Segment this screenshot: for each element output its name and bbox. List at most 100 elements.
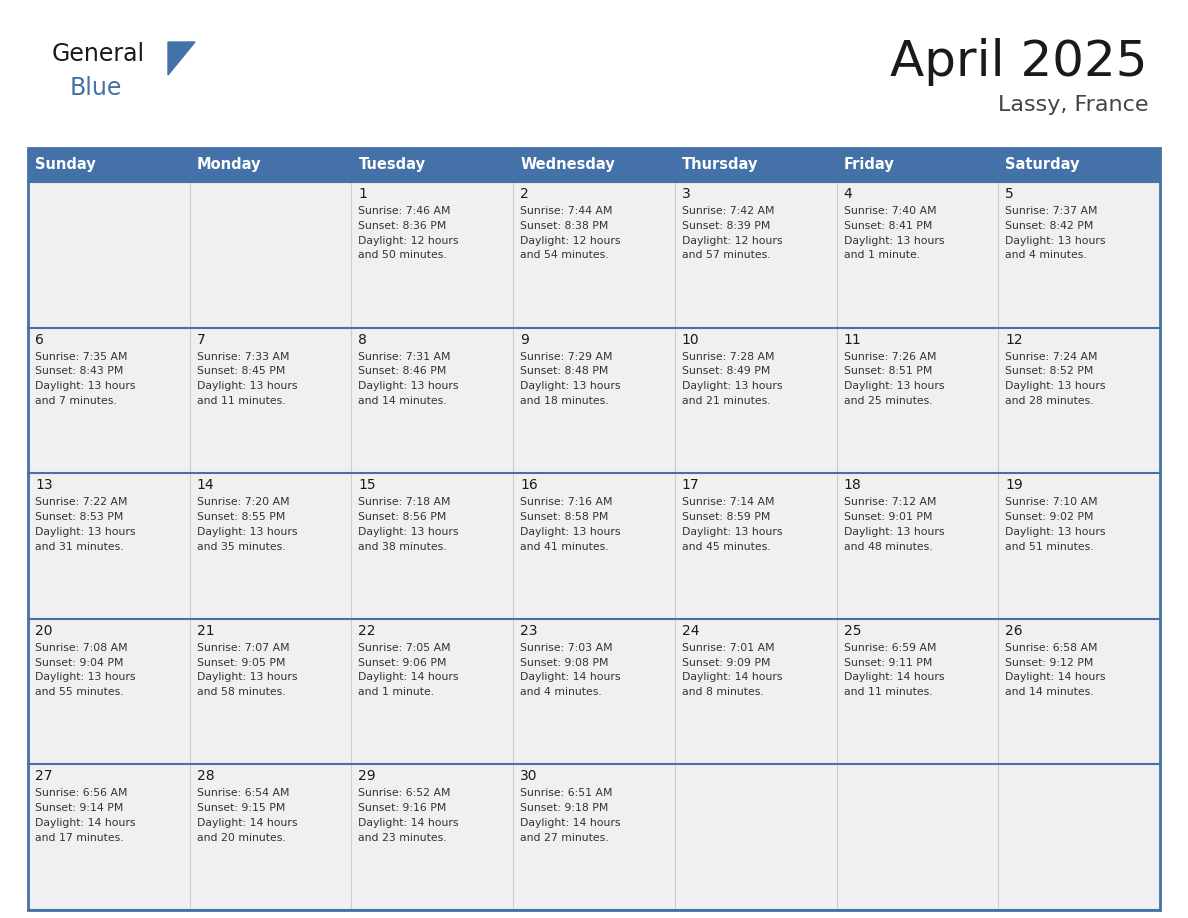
Text: and 4 minutes.: and 4 minutes. <box>520 688 602 698</box>
Text: Sunrise: 7:14 AM: Sunrise: 7:14 AM <box>682 498 775 507</box>
Text: Daylight: 13 hours: Daylight: 13 hours <box>197 672 297 682</box>
Bar <box>836 473 998 619</box>
Text: 9: 9 <box>520 332 529 347</box>
Text: and 1 minute.: and 1 minute. <box>843 251 920 261</box>
Bar <box>675 148 836 182</box>
Bar <box>836 328 998 473</box>
Text: Daylight: 12 hours: Daylight: 12 hours <box>520 236 620 246</box>
Bar <box>190 619 352 765</box>
Text: Sunrise: 7:07 AM: Sunrise: 7:07 AM <box>197 643 290 653</box>
Bar <box>29 619 190 765</box>
Text: and 21 minutes.: and 21 minutes. <box>682 396 771 406</box>
Text: Daylight: 13 hours: Daylight: 13 hours <box>34 381 135 391</box>
Bar <box>352 182 513 328</box>
Text: Daylight: 12 hours: Daylight: 12 hours <box>682 236 783 246</box>
Bar <box>352 619 513 765</box>
Text: Daylight: 13 hours: Daylight: 13 hours <box>520 381 620 391</box>
Text: 23: 23 <box>520 624 538 638</box>
Text: Daylight: 13 hours: Daylight: 13 hours <box>1005 236 1106 246</box>
Text: Daylight: 13 hours: Daylight: 13 hours <box>197 381 297 391</box>
Text: Sunset: 8:45 PM: Sunset: 8:45 PM <box>197 366 285 376</box>
Text: Sunrise: 7:10 AM: Sunrise: 7:10 AM <box>1005 498 1098 507</box>
Text: Sunset: 9:12 PM: Sunset: 9:12 PM <box>1005 657 1094 667</box>
Text: and 1 minute.: and 1 minute. <box>359 688 435 698</box>
Text: Sunset: 8:41 PM: Sunset: 8:41 PM <box>843 220 931 230</box>
Text: Sunset: 8:46 PM: Sunset: 8:46 PM <box>359 366 447 376</box>
Text: 11: 11 <box>843 332 861 347</box>
Text: Daylight: 14 hours: Daylight: 14 hours <box>1005 672 1106 682</box>
Text: Sunrise: 7:31 AM: Sunrise: 7:31 AM <box>359 352 451 362</box>
Bar <box>29 473 190 619</box>
Text: Daylight: 14 hours: Daylight: 14 hours <box>843 672 944 682</box>
Text: Sunrise: 6:56 AM: Sunrise: 6:56 AM <box>34 789 127 799</box>
Bar <box>190 473 352 619</box>
Text: Daylight: 14 hours: Daylight: 14 hours <box>359 818 459 828</box>
Bar <box>29 148 1159 910</box>
Text: Sunrise: 7:12 AM: Sunrise: 7:12 AM <box>843 498 936 507</box>
Text: Sunrise: 7:03 AM: Sunrise: 7:03 AM <box>520 643 613 653</box>
Text: Daylight: 14 hours: Daylight: 14 hours <box>359 672 459 682</box>
Text: 26: 26 <box>1005 624 1023 638</box>
Text: Sunrise: 7:20 AM: Sunrise: 7:20 AM <box>197 498 290 507</box>
Text: and 55 minutes.: and 55 minutes. <box>34 688 124 698</box>
Text: Daylight: 12 hours: Daylight: 12 hours <box>359 236 459 246</box>
Text: 18: 18 <box>843 478 861 492</box>
Text: Daylight: 13 hours: Daylight: 13 hours <box>843 236 944 246</box>
Bar <box>675 182 836 328</box>
Text: 8: 8 <box>359 332 367 347</box>
Text: Sunset: 9:11 PM: Sunset: 9:11 PM <box>843 657 931 667</box>
Text: 12: 12 <box>1005 332 1023 347</box>
Text: Sunset: 8:36 PM: Sunset: 8:36 PM <box>359 220 447 230</box>
Text: Sunset: 8:55 PM: Sunset: 8:55 PM <box>197 512 285 522</box>
Text: 16: 16 <box>520 478 538 492</box>
Text: Sunset: 8:43 PM: Sunset: 8:43 PM <box>34 366 124 376</box>
Text: Sunset: 8:51 PM: Sunset: 8:51 PM <box>843 366 931 376</box>
Text: Daylight: 13 hours: Daylight: 13 hours <box>1005 381 1106 391</box>
Text: 21: 21 <box>197 624 214 638</box>
Bar <box>513 148 675 182</box>
Text: Daylight: 14 hours: Daylight: 14 hours <box>197 818 297 828</box>
Text: Thursday: Thursday <box>682 158 758 173</box>
Text: and 41 minutes.: and 41 minutes. <box>520 542 608 552</box>
Text: and 14 minutes.: and 14 minutes. <box>359 396 447 406</box>
Text: Sunset: 9:02 PM: Sunset: 9:02 PM <box>1005 512 1094 522</box>
Text: 15: 15 <box>359 478 377 492</box>
Text: Sunrise: 7:29 AM: Sunrise: 7:29 AM <box>520 352 613 362</box>
Text: Sunrise: 7:05 AM: Sunrise: 7:05 AM <box>359 643 451 653</box>
Text: 14: 14 <box>197 478 214 492</box>
Bar <box>352 473 513 619</box>
Text: and 51 minutes.: and 51 minutes. <box>1005 542 1094 552</box>
Text: Daylight: 13 hours: Daylight: 13 hours <box>34 672 135 682</box>
Text: and 45 minutes.: and 45 minutes. <box>682 542 771 552</box>
Text: April 2025: April 2025 <box>891 38 1148 86</box>
Text: and 31 minutes.: and 31 minutes. <box>34 542 124 552</box>
Bar <box>998 619 1159 765</box>
Text: Sunday: Sunday <box>34 158 96 173</box>
Text: 4: 4 <box>843 187 852 201</box>
Text: Sunrise: 6:54 AM: Sunrise: 6:54 AM <box>197 789 289 799</box>
Text: Saturday: Saturday <box>1005 158 1080 173</box>
Text: 30: 30 <box>520 769 538 783</box>
Bar <box>675 765 836 910</box>
Text: Sunrise: 7:08 AM: Sunrise: 7:08 AM <box>34 643 127 653</box>
Text: 3: 3 <box>682 187 690 201</box>
Bar <box>29 182 190 328</box>
Text: Sunset: 9:16 PM: Sunset: 9:16 PM <box>359 803 447 813</box>
Text: Daylight: 13 hours: Daylight: 13 hours <box>682 527 783 537</box>
Bar <box>29 328 190 473</box>
Text: and 7 minutes.: and 7 minutes. <box>34 396 116 406</box>
Text: Sunset: 9:01 PM: Sunset: 9:01 PM <box>843 512 933 522</box>
Text: Friday: Friday <box>843 158 895 173</box>
Text: Sunrise: 7:44 AM: Sunrise: 7:44 AM <box>520 206 613 216</box>
Text: Sunrise: 7:01 AM: Sunrise: 7:01 AM <box>682 643 775 653</box>
Text: and 17 minutes.: and 17 minutes. <box>34 833 124 843</box>
Text: Sunset: 9:05 PM: Sunset: 9:05 PM <box>197 657 285 667</box>
Text: 7: 7 <box>197 332 206 347</box>
Text: 24: 24 <box>682 624 700 638</box>
Bar <box>998 328 1159 473</box>
Text: Sunset: 8:59 PM: Sunset: 8:59 PM <box>682 512 770 522</box>
Text: 28: 28 <box>197 769 214 783</box>
Text: and 54 minutes.: and 54 minutes. <box>520 251 608 261</box>
Bar <box>190 328 352 473</box>
Text: Daylight: 14 hours: Daylight: 14 hours <box>520 672 620 682</box>
